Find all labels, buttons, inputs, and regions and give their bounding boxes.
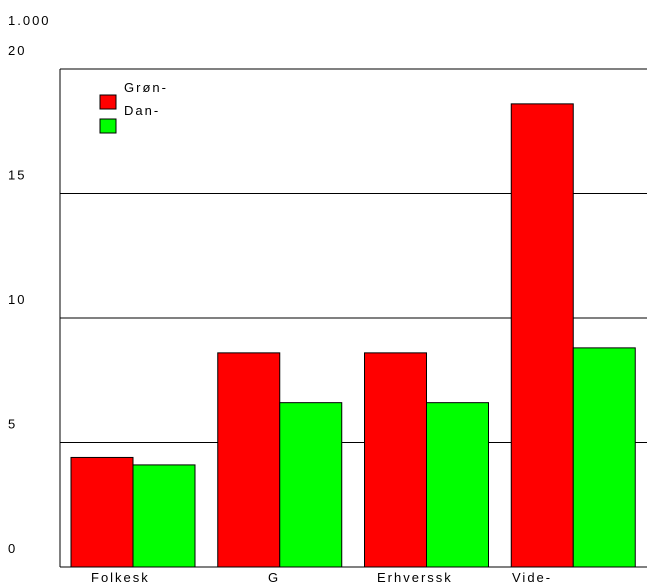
bar-series-1 <box>364 352 427 568</box>
bar-series-1 <box>510 103 574 568</box>
y-tick-label: 5 <box>8 417 17 432</box>
legend-swatch <box>99 118 117 134</box>
bar-series-2 <box>426 402 489 568</box>
bar-series-1 <box>70 456 134 568</box>
y-tick-label: 20 <box>8 43 26 58</box>
axes <box>59 69 647 568</box>
legend-label: Dan- <box>124 103 160 118</box>
bar-series-1 <box>217 352 281 568</box>
unit-label: 1.000 <box>8 13 51 28</box>
y-tick-label: 0 <box>8 541 17 556</box>
bar-series-2 <box>279 402 343 568</box>
y-tick-label: 15 <box>8 168 26 183</box>
x-tick-label: G <box>268 570 280 585</box>
x-tick-label: Erhverssk <box>377 570 453 585</box>
x-tick-label: Folkesk <box>91 570 150 585</box>
x-tick-labels: Folkesk G Erhverssk Vide- <box>91 570 552 585</box>
y-tick-labels: 0 5 10 15 20 <box>8 43 26 556</box>
legend-label: Grøn- <box>124 80 168 95</box>
bar-series-2 <box>132 464 196 568</box>
bars <box>70 103 636 568</box>
legend: Grøn- Dan- <box>99 80 168 134</box>
bar-series-2 <box>572 347 636 568</box>
legend-swatch <box>99 94 117 110</box>
y-tick-label: 10 <box>8 292 26 307</box>
x-tick-label: Vide- <box>512 570 552 585</box>
